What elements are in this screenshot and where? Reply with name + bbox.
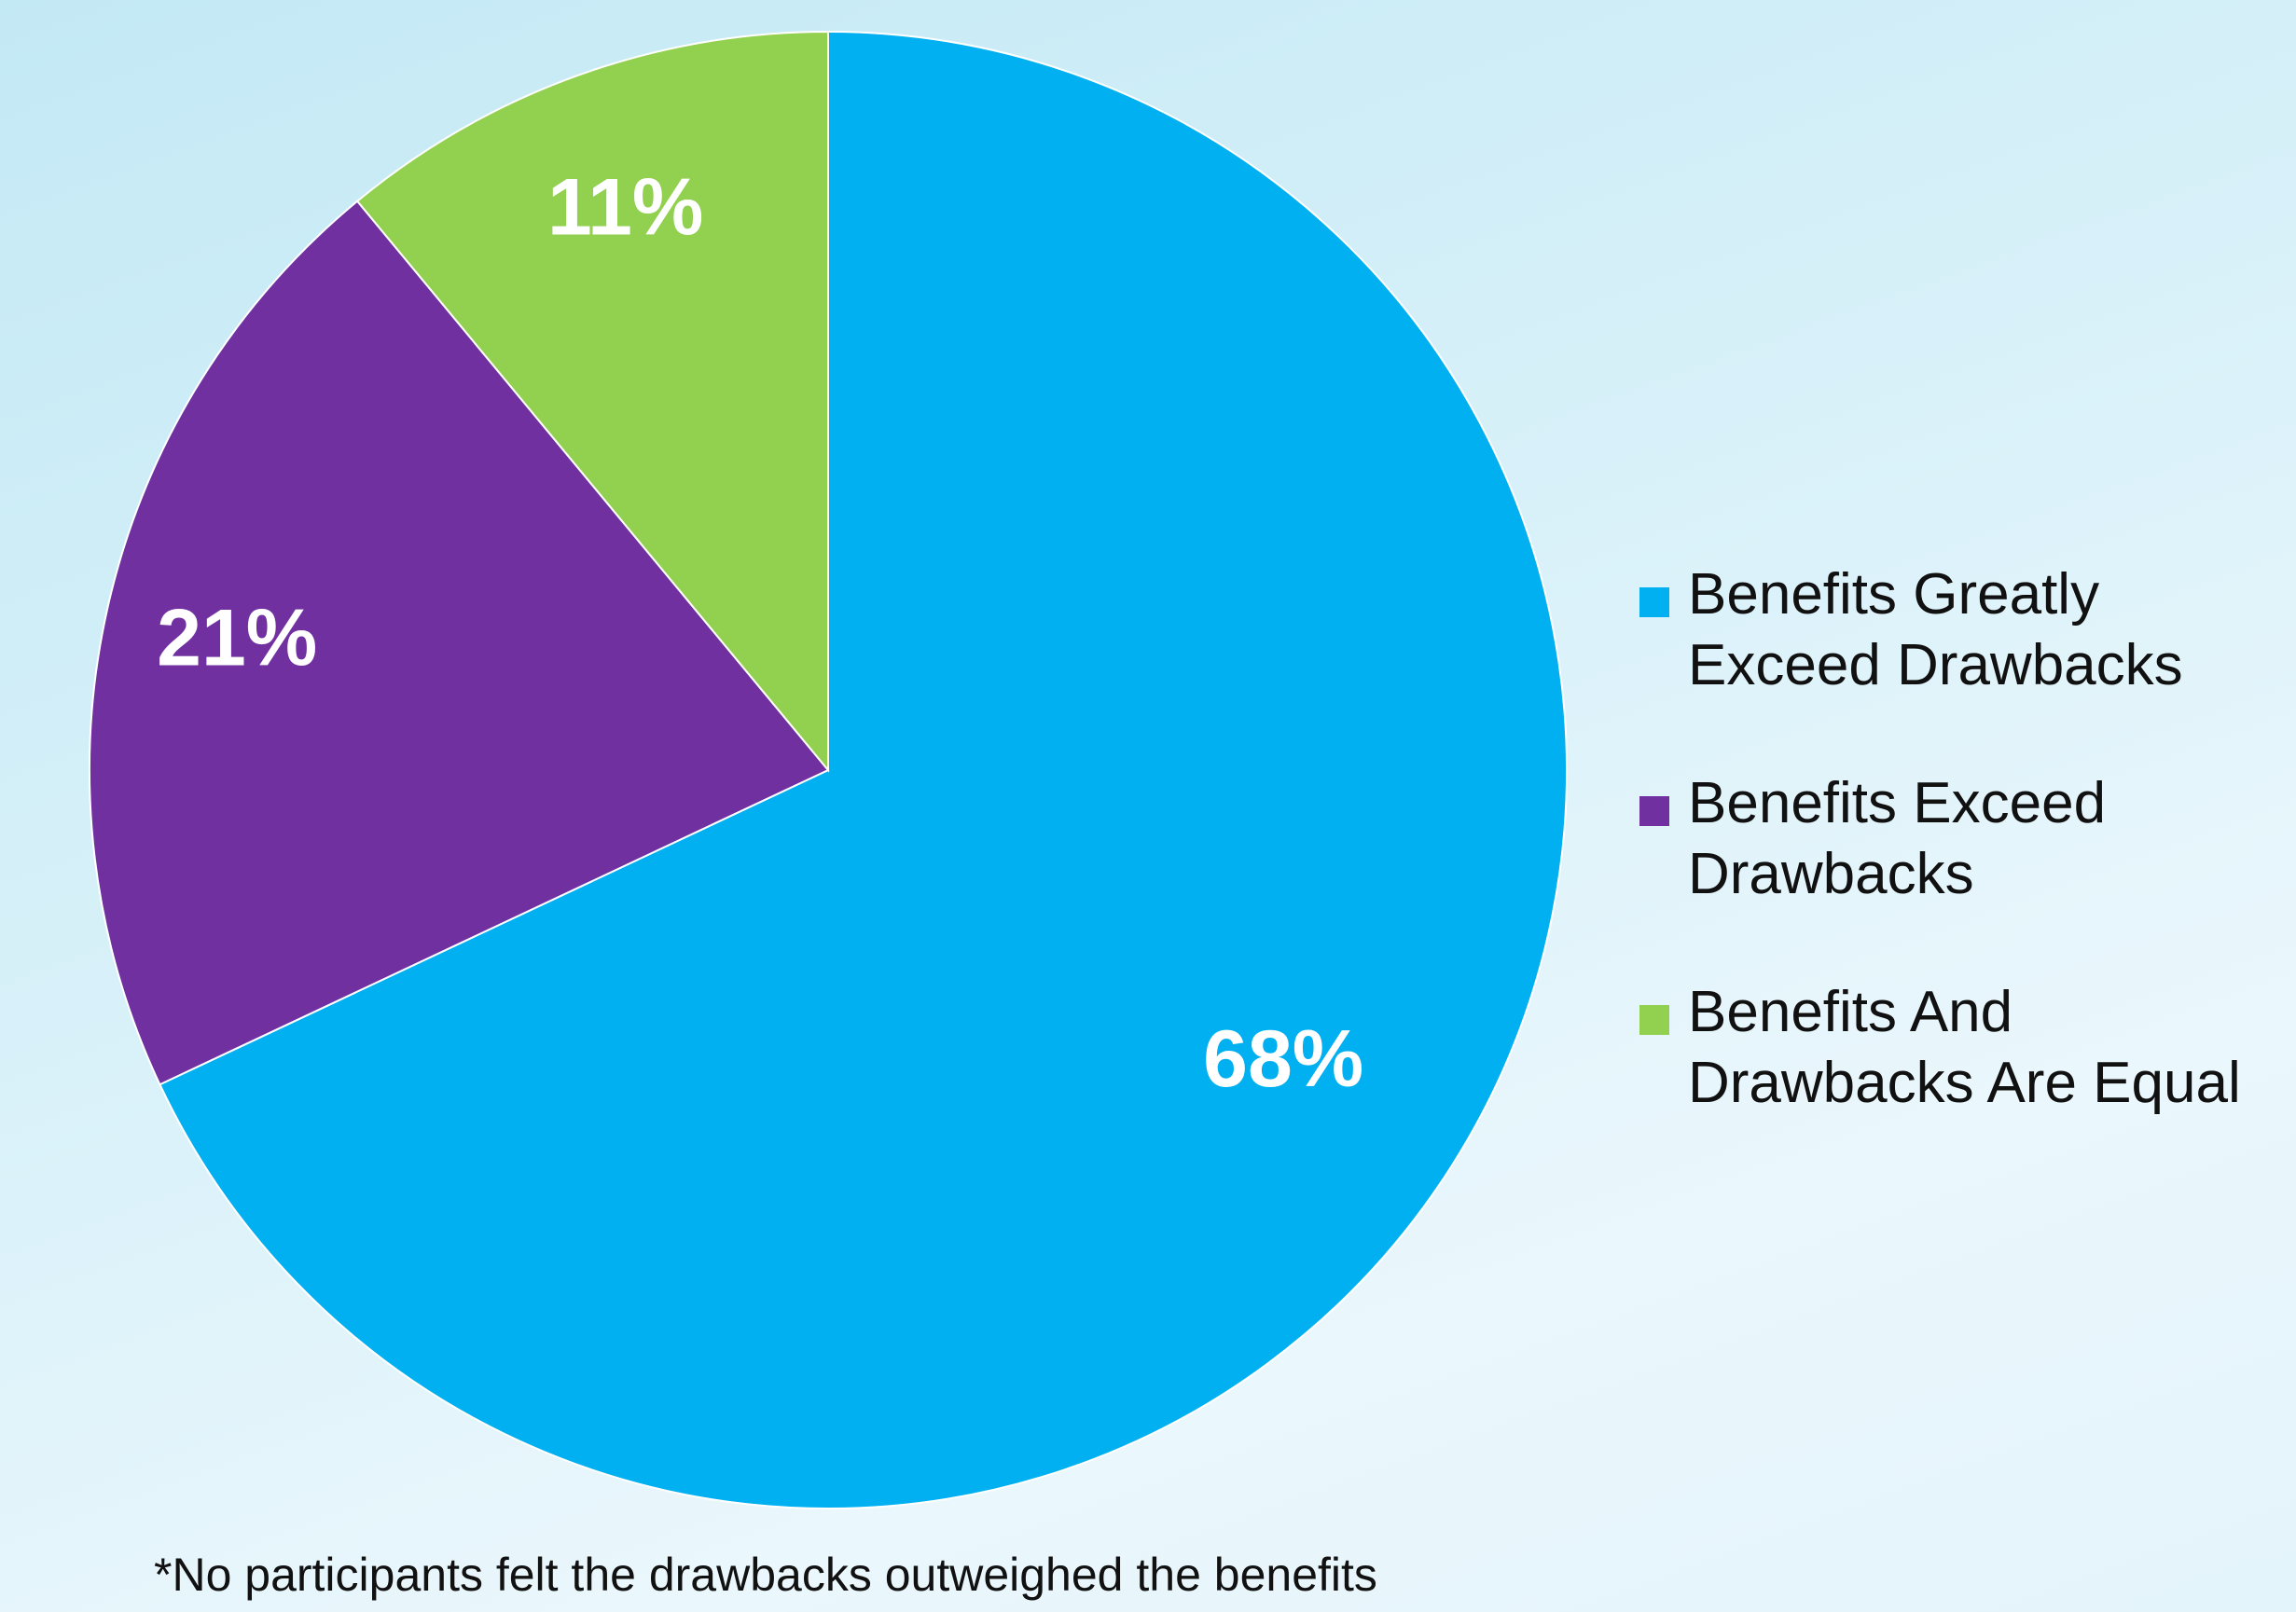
legend-item-greatly-exceed: Benefits Greatly Exceed Drawbacks bbox=[1639, 559, 2292, 701]
legend-label-line1: Benefits Greatly bbox=[1688, 562, 2100, 627]
pie-slice-greatly-exceed bbox=[159, 30, 1568, 1509]
pie-slice-exceed bbox=[89, 200, 830, 1086]
legend-swatch-greatly-exceed bbox=[1639, 587, 1669, 617]
legend-label-line2: Exceed Drawbacks bbox=[1688, 633, 2183, 697]
data-label-equal: 11% bbox=[547, 162, 703, 252]
pie-slices bbox=[89, 30, 1568, 1509]
pie-slice-equal bbox=[355, 30, 829, 773]
pie-data-labels: 68% 21% 11% bbox=[157, 162, 1363, 1103]
legend-label-line1: Benefits And bbox=[1688, 980, 2013, 1044]
legend-label-line2: Drawbacks Are Equal bbox=[1688, 1051, 2241, 1115]
legend-swatch-exceed bbox=[1639, 796, 1669, 826]
footnote: *No participants felt the drawbacks outw… bbox=[154, 1549, 1377, 1601]
legend: Benefits Greatly Exceed Drawbacks Benefi… bbox=[1639, 559, 2292, 1186]
legend-item-equal: Benefits And Drawbacks Are Equal bbox=[1639, 977, 2292, 1119]
legend-swatch-equal bbox=[1639, 1005, 1669, 1035]
legend-label-line2: Drawbacks bbox=[1688, 842, 1974, 906]
data-label-exceed: 21% bbox=[157, 593, 317, 682]
data-label-greatly-exceed: 68% bbox=[1203, 1014, 1363, 1104]
legend-label-line1: Benefits Exceed bbox=[1688, 771, 2107, 835]
legend-item-exceed: Benefits Exceed Drawbacks bbox=[1639, 768, 2292, 910]
